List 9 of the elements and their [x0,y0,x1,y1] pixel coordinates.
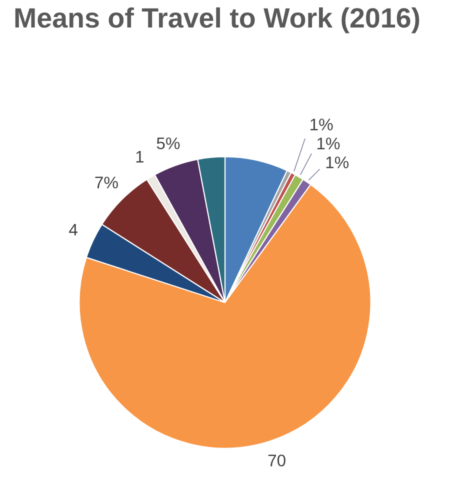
data-label: 1% [326,156,349,168]
data-label: 1 [136,151,144,162]
chart-title: Means of Travel to Work (2016) [15,7,420,34]
data-label: 4 [69,224,78,236]
data-label: 7% [95,176,118,188]
data-label: 1% [317,138,340,150]
data-label: 5% [156,138,180,150]
data-label: 70 [268,454,286,466]
data-label: 1% [310,118,333,130]
